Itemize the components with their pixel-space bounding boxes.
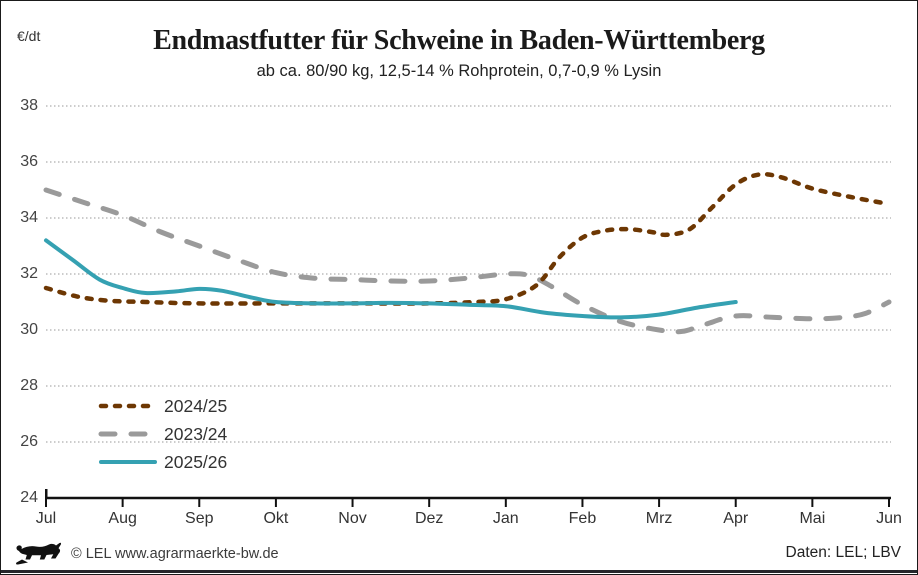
legend-swatch-solid [99, 460, 157, 464]
footer-data-source: Daten: LEL; LBV [785, 544, 901, 561]
y-tick-label: 26 [20, 433, 38, 450]
legend-item: 2025/26 [98, 448, 227, 476]
y-axis-unit-label: €/dt [17, 28, 41, 44]
series-line-2025-26 [44, 238, 738, 320]
legend-swatch-dashed-short [98, 403, 158, 409]
x-tick-label: Jun [876, 510, 902, 527]
x-tick-label: Feb [568, 510, 597, 527]
x-tick-label: Sep [185, 510, 214, 527]
footer-copyright: © LEL www.agrarmaerkte-bw.de [71, 546, 279, 562]
y-tick-label: 30 [20, 321, 38, 338]
x-tick-label: Mai [799, 510, 826, 527]
x-tick-label: Mrz [645, 510, 673, 527]
chart-legend: 2024/25 2023/24 2025/26 [98, 392, 227, 476]
series-line-2024-25 [43, 171, 892, 306]
chart-title: Endmastfutter für Schweine in Baden-Würt… [153, 25, 765, 56]
bw-lion-logo [16, 542, 62, 565]
x-tick-label: Okt [263, 510, 289, 527]
bottom-accent-bar [1, 570, 917, 573]
y-tick-label: 38 [20, 97, 38, 114]
y-tick-label: 34 [20, 209, 38, 226]
y-tick-label: 36 [20, 153, 38, 170]
x-tick-label: Nov [338, 510, 367, 527]
y-tick-label: 32 [20, 265, 38, 282]
y-tick-label: 24 [20, 489, 38, 506]
x-tick-label: Jan [492, 510, 519, 527]
x-tick-label: Aug [108, 510, 137, 527]
legend-item: 2023/24 [98, 420, 227, 448]
legend-label: 2023/24 [164, 423, 228, 444]
legend-label: 2024/25 [164, 395, 228, 416]
x-tick-label: Apr [723, 510, 749, 527]
x-tick-label: Jul [35, 510, 57, 527]
legend-swatch-dashed-long [98, 431, 158, 437]
legend-item: 2024/25 [98, 392, 227, 420]
chart-subtitle: ab ca. 80/90 kg, 12,5-14 % Rohprotein, 0… [256, 62, 662, 80]
x-tick-label: Dez [414, 510, 444, 527]
y-tick-label: 28 [20, 377, 38, 394]
series-line-2023-24 [43, 187, 892, 335]
legend-label: 2025/26 [164, 451, 228, 472]
